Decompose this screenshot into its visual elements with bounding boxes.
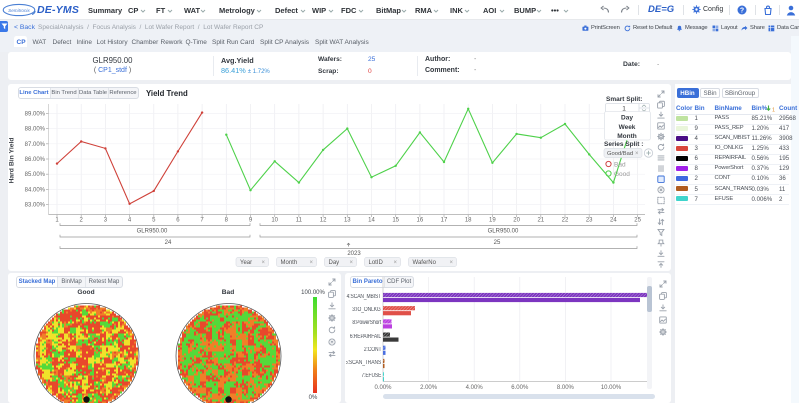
svg-text:8: 8 <box>225 218 229 224</box>
svg-text:20: 20 <box>513 218 520 224</box>
svg-text:88.00%: 88.00% <box>25 127 46 133</box>
svg-text:GLR950.00: GLR950.00 <box>488 229 519 235</box>
svg-text:1: 1 <box>622 105 626 112</box>
svg-text:×: × <box>394 260 398 266</box>
svg-text:2023: 2023 <box>347 251 361 257</box>
svg-text:×: × <box>635 151 639 157</box>
svg-text:Day: Day <box>329 260 340 266</box>
svg-text:Bad: Bad <box>614 162 626 169</box>
svg-text:Semitronix: Semitronix <box>8 8 30 13</box>
svg-text:LotID: LotID <box>369 260 384 266</box>
svg-text:Week: Week <box>619 124 636 131</box>
svg-text:Good/Bad: Good/Bad <box>607 151 633 157</box>
svg-text:WaferNo: WaferNo <box>413 260 437 266</box>
svg-text:21: 21 <box>537 218 544 224</box>
svg-text:18: 18 <box>465 218 472 224</box>
svg-text:22: 22 <box>562 218 569 224</box>
svg-text:Month: Month <box>281 260 298 266</box>
svg-text:1: 1 <box>55 218 59 224</box>
svg-text:2: 2 <box>80 218 84 224</box>
svg-text:19: 19 <box>489 218 496 224</box>
svg-text:9: 9 <box>249 218 253 224</box>
svg-text:14: 14 <box>368 218 375 224</box>
svg-text:12: 12 <box>320 218 327 224</box>
svg-text:?: ? <box>740 8 744 15</box>
svg-text:16: 16 <box>417 218 424 224</box>
svg-text:Month: Month <box>617 133 637 140</box>
svg-text:23: 23 <box>586 218 593 224</box>
svg-text:13: 13 <box>344 218 351 224</box>
svg-text:25: 25 <box>634 218 641 224</box>
svg-text:87.00%: 87.00% <box>25 142 46 148</box>
svg-text:×: × <box>450 260 454 266</box>
svg-text:Smart Split:: Smart Split: <box>606 96 642 103</box>
svg-text:85.00%: 85.00% <box>25 172 46 178</box>
svg-text:11: 11 <box>296 218 303 224</box>
svg-text:3: 3 <box>104 218 108 224</box>
svg-text:7: 7 <box>200 218 204 224</box>
svg-text:Series Split :: Series Split : <box>604 141 643 148</box>
svg-text:Day: Day <box>621 115 633 122</box>
svg-text:Good: Good <box>614 171 630 178</box>
svg-text:25: 25 <box>494 240 501 246</box>
svg-text:84.00%: 84.00% <box>25 187 46 193</box>
svg-text:GLR950.00: GLR950.00 <box>137 229 168 235</box>
svg-text:83.00%: 83.00% <box>25 203 46 209</box>
svg-text:89.00%: 89.00% <box>25 111 46 117</box>
svg-text:86.00%: 86.00% <box>25 157 46 163</box>
svg-text:10: 10 <box>271 218 278 224</box>
svg-text:1: 1 <box>772 107 775 113</box>
svg-text:×: × <box>350 260 354 266</box>
svg-text:Year: Year <box>240 260 252 266</box>
svg-text:4: 4 <box>128 218 132 224</box>
svg-text:6: 6 <box>176 218 180 224</box>
svg-text:×: × <box>262 260 266 266</box>
svg-text:17: 17 <box>441 218 448 224</box>
svg-text:24: 24 <box>165 240 172 246</box>
svg-text:×: × <box>310 260 314 266</box>
svg-text:24: 24 <box>610 218 617 224</box>
svg-text:5: 5 <box>152 218 156 224</box>
svg-text:15: 15 <box>392 218 399 224</box>
